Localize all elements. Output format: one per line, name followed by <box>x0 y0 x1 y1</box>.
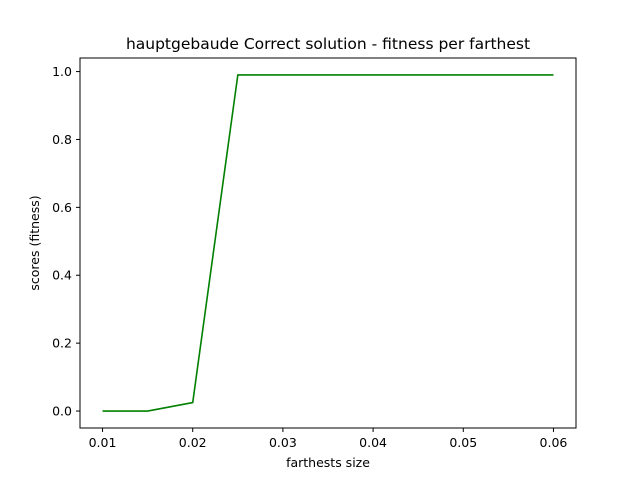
y-axis-ticks: 0.0 0.2 0.4 0.6 0.8 1.0 <box>52 64 80 419</box>
y-tick-label: 0.0 <box>52 404 72 419</box>
x-tick-label: 0.03 <box>269 435 297 450</box>
x-tick-label: 0.05 <box>449 435 477 450</box>
x-tick-label: 0.04 <box>359 435 387 450</box>
series-line <box>102 74 554 412</box>
x-tick-label: 0.06 <box>540 435 568 450</box>
x-tick-label: 0.02 <box>179 435 207 450</box>
y-tick-label: 0.6 <box>52 200 72 215</box>
y-tick-label: 0.2 <box>52 336 72 351</box>
x-axis-ticks: 0.01 0.02 0.03 0.04 0.05 0.06 <box>89 428 568 450</box>
y-axis-label: scores (fitness) <box>27 195 42 290</box>
chart-title: hauptgebaude Correct solution - fitness … <box>126 35 530 53</box>
y-tick-label: 0.4 <box>52 268 72 283</box>
series-layer <box>102 74 554 412</box>
x-tick-label: 0.01 <box>89 435 117 450</box>
y-tick-label: 0.8 <box>52 132 72 147</box>
plot-area <box>79 57 577 429</box>
y-tick-label: 1.0 <box>52 64 72 79</box>
x-axis-label: farthests size <box>286 455 370 470</box>
